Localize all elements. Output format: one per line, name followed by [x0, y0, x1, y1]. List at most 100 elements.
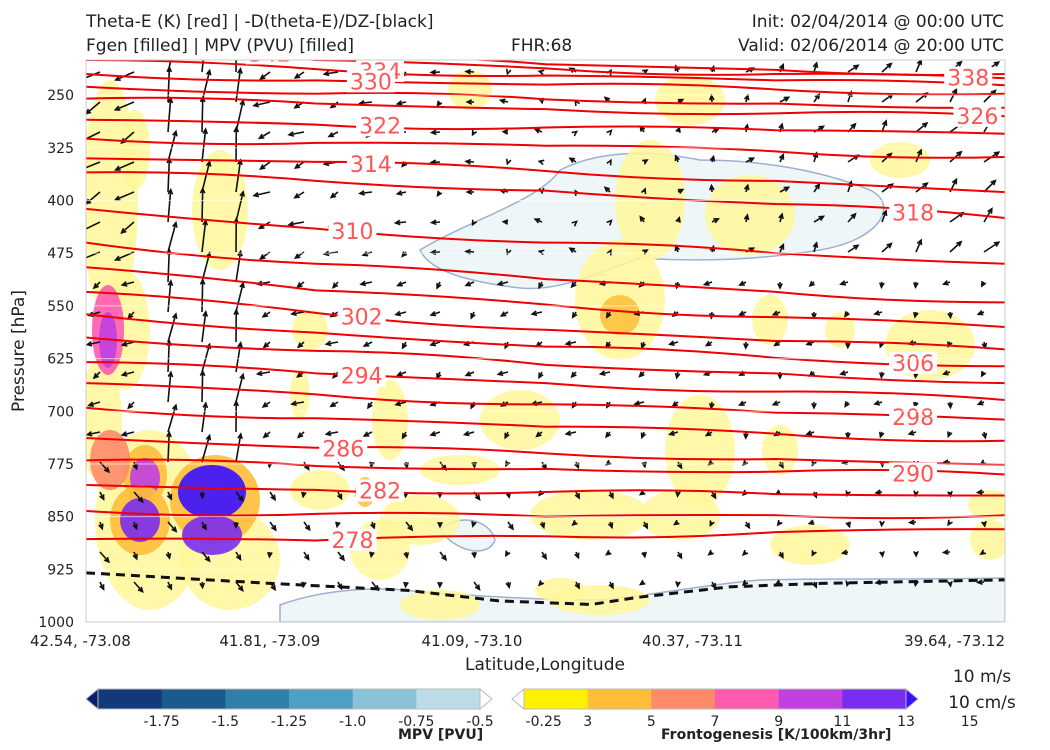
- wind-vector-head: [259, 74, 266, 80]
- wind-vector-head: [571, 519, 578, 527]
- plot-frame: [85, 59, 1006, 623]
- wind-vector-head: [301, 581, 307, 589]
- wind-vector-head: [704, 430, 712, 437]
- y-axis-label: Pressure [hPa]: [9, 290, 29, 412]
- y-tick-label: 550: [47, 299, 74, 315]
- wind-vector-head: [947, 402, 954, 410]
- wind-vector-head: [818, 125, 826, 132]
- wind-vector-head: [771, 400, 779, 406]
- wind-vector-head: [671, 401, 679, 408]
- wind-vector-head: [114, 165, 121, 171]
- wind-vector-head: [505, 582, 512, 589]
- wind-vector-head: [165, 552, 172, 560]
- wind-vector-head: [844, 311, 850, 318]
- colorbar-swatch: [416, 689, 481, 709]
- wind-vector-head: [778, 243, 785, 250]
- fgen-region: [665, 395, 735, 505]
- wind-vector-head: [471, 521, 477, 528]
- wind-vector-head: [113, 255, 121, 261]
- wind-vector-head: [239, 190, 246, 197]
- wind-vector-head: [606, 129, 613, 136]
- wind-vector-head: [743, 183, 750, 191]
- wind-vector: [167, 405, 177, 433]
- wind-vector: [360, 281, 373, 286]
- wind-vector-head: [783, 96, 791, 102]
- wind-vector-head: [812, 241, 819, 249]
- wind-vector-head: [296, 432, 304, 439]
- wind-vector-head: [574, 582, 580, 590]
- wind-vector: [201, 279, 204, 313]
- wind-vector-head: [329, 192, 337, 199]
- wind-vector-head: [403, 581, 409, 589]
- wind-vector: [288, 221, 305, 226]
- fgen-region: [120, 110, 150, 190]
- colorbar-swatch: [161, 689, 226, 709]
- wind-vector-head: [429, 219, 437, 226]
- wind-vector-head: [99, 494, 105, 501]
- wind-vector-head: [499, 311, 507, 317]
- wind-vector-head: [778, 62, 785, 70]
- x-tick-label: 41.81, -73.09: [219, 632, 320, 650]
- wind-vector-head: [290, 310, 297, 317]
- wind-vector-head: [674, 154, 680, 162]
- wind-vector-head: [778, 552, 784, 560]
- contour-label: 318: [892, 201, 934, 226]
- wind-vector-head: [237, 249, 243, 257]
- wind-vector: [847, 64, 859, 73]
- wind-vector-head: [604, 549, 612, 556]
- wind-vector-head: [257, 223, 265, 230]
- wind-vector: [167, 372, 172, 403]
- theta-e-contour: [86, 436, 1005, 466]
- wind-vector-head: [814, 182, 821, 190]
- wind-vector-head: [707, 549, 714, 556]
- theta-e-contour: [86, 528, 1005, 542]
- plot-area: 3423383343303263223143183103023062942982…: [86, 60, 1005, 622]
- colorbar-swatch: [651, 689, 716, 709]
- wind-vector-head: [853, 244, 860, 251]
- colorbar-swatch: [225, 689, 290, 709]
- wind-vector-head: [501, 129, 509, 135]
- wind-vector-head: [171, 526, 178, 533]
- wind-vector-head: [844, 401, 850, 408]
- fgen-region: [752, 295, 788, 345]
- theta-e-contour: [86, 336, 1005, 385]
- wind-vector-head: [956, 60, 963, 67]
- colorbar-frame: [97, 688, 481, 710]
- wind-vector: [99, 551, 110, 563]
- wind-vector: [235, 100, 244, 133]
- wind-vector-head: [166, 156, 173, 164]
- wind-vector: [235, 433, 242, 463]
- wind-vector-head: [99, 584, 105, 591]
- wind-vector-head: [956, 240, 963, 247]
- wind-vector-head: [132, 553, 138, 561]
- wind-vector-head: [331, 282, 339, 289]
- wind-vector-head: [574, 552, 580, 560]
- wind-vector-head: [252, 101, 260, 108]
- wind-vector-head: [436, 100, 443, 108]
- wind-vector: [260, 71, 271, 80]
- wind-vector-head: [270, 584, 277, 592]
- contour-label: 302: [341, 305, 383, 330]
- wind-vector-head: [778, 122, 784, 130]
- wind-vector-head: [987, 207, 993, 214]
- wind-vector-head: [92, 282, 99, 290]
- theta-e-contour: [86, 266, 1005, 328]
- wind-vector-head: [947, 312, 953, 320]
- wind-vector-head: [395, 100, 403, 106]
- wind-vector-head: [537, 69, 545, 76]
- wind-vector-head: [975, 489, 983, 496]
- wind-vector-head: [167, 279, 174, 286]
- wind-vector-head: [239, 372, 245, 380]
- wind-vector: [235, 374, 244, 403]
- wind-vector: [167, 222, 177, 253]
- wind-vector: [257, 371, 271, 375]
- wind-vector-head: [638, 371, 645, 378]
- wind-vector-head: [293, 73, 301, 79]
- wind-vector-head: [166, 430, 172, 438]
- wind-vector-head: [640, 187, 647, 195]
- fgen-colorbar: 3 5 7 9 11 13 15: [511, 687, 979, 730]
- wind-vector-head: [303, 554, 310, 561]
- wind-vector-head: [296, 342, 304, 349]
- wind-vector-head: [113, 105, 121, 111]
